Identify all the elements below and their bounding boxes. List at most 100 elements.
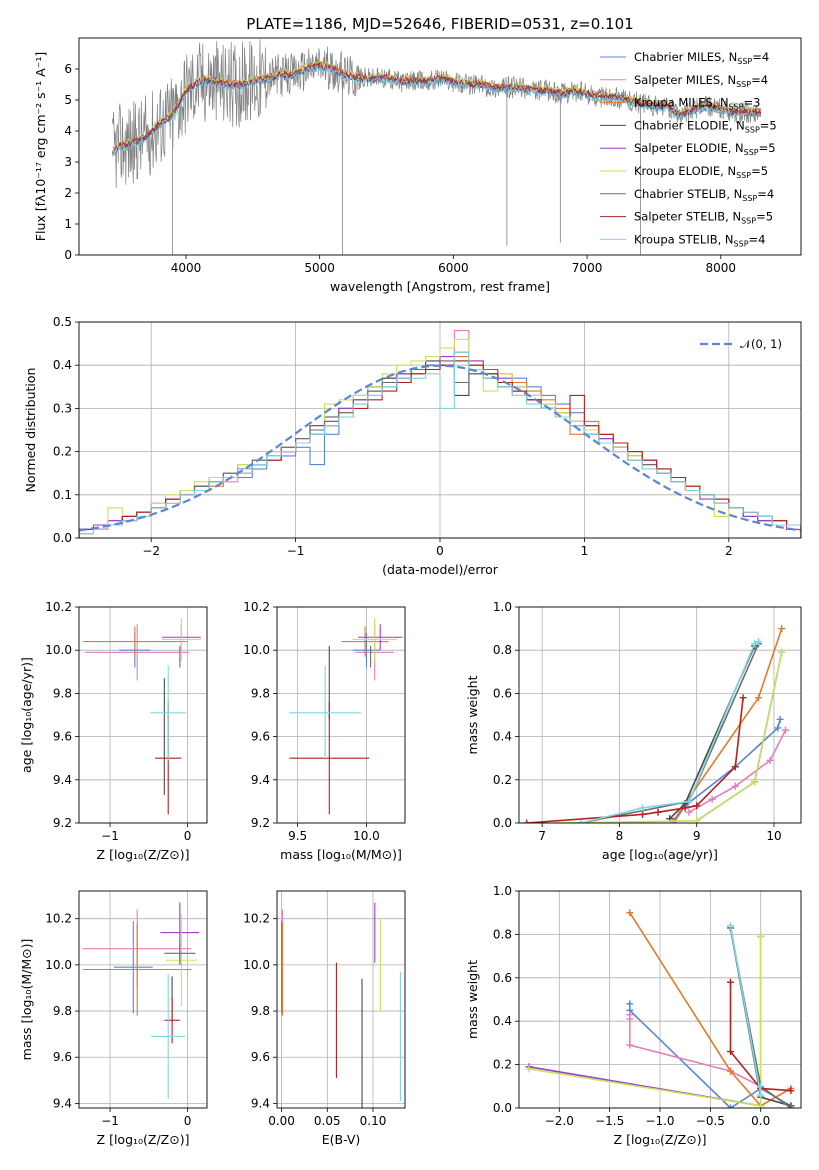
weight-marker bbox=[639, 804, 647, 812]
y-ticks: 9.4 9.6 9.8 10.0 10.2 bbox=[45, 912, 207, 1110]
error-bar-point bbox=[358, 624, 403, 651]
weight-marker bbox=[727, 978, 734, 986]
y-tick-label: 10.0 bbox=[45, 958, 72, 972]
y-tick-label: 0.4 bbox=[493, 730, 512, 744]
y-tick-label: 0.8 bbox=[493, 927, 512, 941]
weight-marker bbox=[755, 638, 763, 646]
y-tick-label: 1.0 bbox=[493, 884, 512, 898]
y-tick-label: 0.4 bbox=[493, 1014, 512, 1028]
weight-line bbox=[526, 697, 744, 823]
legend: 𝒩(0, 1) bbox=[700, 337, 782, 351]
chart-panel-4: 7 8 9 10 0.0 0.2 0.4 0.6 0.8 1.0 age [log₁₀(age/yr… bbox=[465, 600, 802, 862]
error-bar-point bbox=[82, 626, 187, 657]
error-bar-point bbox=[164, 997, 180, 1044]
legend-label: Chabrier ELODIE, NSSP=5 bbox=[634, 118, 777, 134]
weight-marker bbox=[681, 804, 689, 812]
axes-frame bbox=[518, 890, 802, 1109]
y-tick-label: 9.4 bbox=[251, 773, 270, 787]
weight-line bbox=[629, 1014, 762, 1088]
weight-marker bbox=[693, 817, 701, 823]
y-tick-label: 0.0 bbox=[53, 531, 72, 545]
y-tick-label: 1 bbox=[64, 217, 72, 231]
legend: Chabrier MILES, NSSP=4 Salpeter MILES, NS… bbox=[600, 50, 777, 248]
weight-marker bbox=[757, 1082, 765, 1090]
x-tick-label: 7 bbox=[538, 829, 546, 843]
weight-line bbox=[580, 640, 759, 823]
y-tick-label: 0.6 bbox=[493, 971, 512, 985]
weight-marker bbox=[776, 715, 784, 723]
weight-marker bbox=[755, 694, 763, 702]
weight-line bbox=[672, 628, 783, 822]
y-tick-label: 9.6 bbox=[53, 1050, 72, 1064]
x-tick-label: −1.5 bbox=[595, 1114, 624, 1128]
weight-marker bbox=[727, 922, 734, 930]
y-axis-label: mass weight bbox=[465, 675, 480, 754]
weight-series bbox=[523, 694, 747, 823]
y-tick-label: 0.2 bbox=[493, 1058, 512, 1072]
x-tick-label: 0.05 bbox=[314, 1114, 341, 1128]
y-tick-label: 9.8 bbox=[53, 1004, 72, 1018]
weight-marker bbox=[626, 909, 634, 917]
weight-line bbox=[580, 643, 760, 823]
weight-marker bbox=[654, 808, 662, 816]
legend-label: Chabrier STELIB, NSSP=4 bbox=[634, 187, 774, 203]
x-tick-label: −1 bbox=[101, 1114, 119, 1128]
x-tick-label: −0.5 bbox=[696, 1114, 725, 1128]
x-ticks: 0.00 0.05 0.10 bbox=[268, 891, 386, 1128]
weight-marker bbox=[757, 1102, 765, 1108]
legend-label: Kroupa MILES, NSSP=3 bbox=[634, 96, 760, 112]
chart-panel-6: 0.00 0.05 0.10 9.4 9.6 9.8 10.0 10.2 E(B-V) bbox=[243, 890, 406, 1147]
y-tick-label: 10.2 bbox=[243, 912, 270, 926]
weight-series bbox=[670, 715, 784, 823]
legend-label: Salpeter STELIB, NSSP=5 bbox=[634, 210, 773, 226]
weight-line bbox=[669, 645, 756, 820]
y-tick-label: 0.2 bbox=[493, 773, 512, 787]
weight-marker bbox=[787, 1104, 795, 1108]
weight-marker bbox=[727, 1067, 734, 1075]
legend-label: Kroupa ELODIE, NSSP=5 bbox=[634, 164, 768, 180]
plot-area bbox=[82, 902, 200, 1099]
axes-frame bbox=[276, 606, 406, 824]
x-ticks: −1 0 bbox=[101, 607, 191, 843]
weight-series bbox=[685, 726, 790, 816]
normal-curve bbox=[79, 364, 801, 532]
y-tick-label: 10.0 bbox=[243, 958, 270, 972]
axes-frame bbox=[276, 890, 406, 1109]
x-ticks: −1 0 bbox=[101, 891, 191, 1128]
axes-frame bbox=[78, 321, 802, 539]
y-tick-label: 9.4 bbox=[53, 773, 72, 787]
weight-marker bbox=[757, 933, 765, 941]
weight-marker bbox=[757, 1091, 765, 1099]
y-tick-label: 4 bbox=[64, 124, 72, 138]
x-tick-label: −1 bbox=[101, 829, 119, 843]
x-tick-label: 8000 bbox=[706, 261, 737, 275]
x-axis-label: wavelength [Angstrom, rest frame] bbox=[330, 279, 550, 294]
y-tick-label: 9.6 bbox=[53, 730, 72, 744]
error-bar-point bbox=[151, 974, 186, 1099]
y-tick-label: 3 bbox=[64, 155, 72, 169]
plot-area bbox=[523, 625, 790, 823]
y-tick-label: 5 bbox=[64, 93, 72, 107]
x-ticks: −2.0 −1.5 −1.0 −0.5 0.0 bbox=[545, 891, 770, 1128]
weight-marker bbox=[626, 1000, 634, 1008]
error-bar-point bbox=[289, 665, 361, 761]
y-tick-label: 9.8 bbox=[251, 1004, 270, 1018]
y-tick-label: 0.3 bbox=[53, 401, 72, 415]
y-ticks: 0 1 2 3 4 5 6 bbox=[64, 62, 79, 262]
chart-panel-2: −1 0 9.2 9.4 9.6 9.8 10.0 10.2 Z [log₁₀(Z/Z⊙)] ag… bbox=[19, 600, 208, 862]
x-tick-label: 2 bbox=[725, 544, 733, 558]
weight-series bbox=[525, 933, 765, 1108]
chart-panel-3: 9.5 10.0 9.2 9.4 9.6 9.8 10.0 10.2 mass [log₁₀(M… bbox=[243, 600, 406, 862]
weight-marker bbox=[577, 819, 585, 823]
error-bar-point bbox=[164, 941, 196, 965]
y-tick-label: 1.0 bbox=[493, 600, 512, 614]
x-tick-label: 0.10 bbox=[360, 1114, 387, 1128]
weight-marker bbox=[685, 808, 693, 816]
y-tick-label: 10.2 bbox=[243, 600, 270, 614]
legend-label: Kroupa STELIB, NSSP=4 bbox=[634, 232, 765, 248]
axes-frame bbox=[78, 606, 208, 824]
x-tick-label: −2 bbox=[142, 544, 160, 558]
weight-series bbox=[554, 648, 786, 823]
weight-marker bbox=[774, 724, 782, 732]
x-tick-label: 10.0 bbox=[353, 829, 380, 843]
